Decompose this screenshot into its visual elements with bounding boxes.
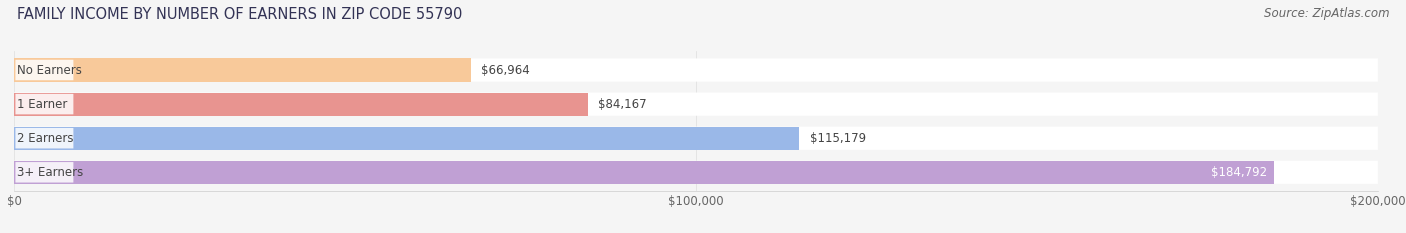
Text: 3+ Earners: 3+ Earners: [17, 166, 84, 179]
Text: $66,964: $66,964: [481, 64, 530, 76]
Text: Source: ZipAtlas.com: Source: ZipAtlas.com: [1264, 7, 1389, 20]
Text: $184,792: $184,792: [1211, 166, 1267, 179]
FancyBboxPatch shape: [15, 94, 73, 114]
FancyBboxPatch shape: [15, 60, 73, 80]
Bar: [14, 127, 800, 150]
Text: No Earners: No Earners: [17, 64, 83, 76]
Bar: [14, 58, 471, 82]
Text: 2 Earners: 2 Earners: [17, 132, 75, 145]
Text: FAMILY INCOME BY NUMBER OF EARNERS IN ZIP CODE 55790: FAMILY INCOME BY NUMBER OF EARNERS IN ZI…: [17, 7, 463, 22]
FancyBboxPatch shape: [14, 161, 1378, 184]
FancyBboxPatch shape: [15, 162, 73, 182]
Bar: [14, 93, 588, 116]
FancyBboxPatch shape: [14, 93, 1378, 116]
FancyBboxPatch shape: [15, 128, 73, 148]
FancyBboxPatch shape: [14, 58, 1378, 82]
Text: 1 Earner: 1 Earner: [17, 98, 67, 111]
Text: $84,167: $84,167: [598, 98, 647, 111]
FancyBboxPatch shape: [14, 127, 1378, 150]
Bar: [14, 161, 1274, 184]
Text: $115,179: $115,179: [810, 132, 866, 145]
